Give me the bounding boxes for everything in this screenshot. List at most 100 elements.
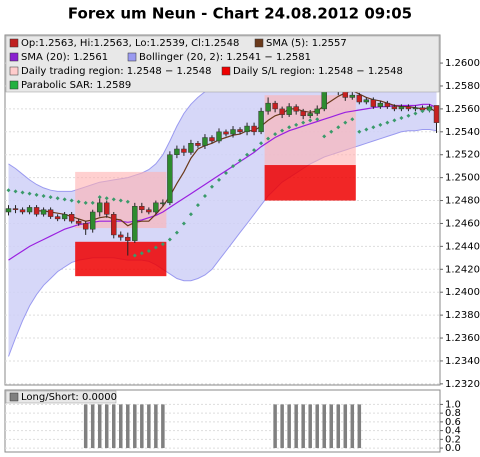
long-short-bar [119, 404, 123, 449]
candle-body [391, 106, 398, 110]
candle-body [97, 202, 103, 213]
candle-body [111, 214, 117, 236]
sar-dot [55, 196, 60, 201]
candle-body [279, 108, 285, 115]
legend-swatch [9, 392, 19, 402]
candle-body [40, 209, 47, 215]
sar-dot [252, 148, 257, 153]
sar-dot [69, 198, 74, 203]
candle-body [398, 106, 405, 110]
sar-dot [280, 128, 285, 133]
lower-panel: 0.00.20.40.60.81.0 Long/Short: 0.0000 [4, 389, 461, 454]
sar-dot [76, 199, 81, 204]
sar-dot [238, 158, 243, 163]
sar-dot [364, 127, 369, 132]
legend-box [5, 390, 117, 404]
legend-swatch [9, 38, 19, 48]
sar-dot [125, 199, 130, 204]
legend-box [5, 35, 440, 93]
candle-body [174, 148, 180, 155]
sar-dot [245, 152, 250, 157]
candle-body [370, 99, 377, 107]
candle-body [314, 108, 320, 114]
sar-dot [224, 171, 229, 176]
sar-dot [83, 200, 88, 205]
candle-body [146, 209, 152, 213]
sar-dot [146, 248, 151, 253]
sar-dot [216, 177, 221, 182]
candle-body [54, 216, 61, 220]
long-short-bar [301, 404, 305, 449]
candle-body [363, 99, 370, 103]
candle-body [251, 125, 257, 133]
sar-dot [62, 197, 67, 202]
legend-label: SMA (20): 1.2561 [21, 52, 108, 63]
candle-body [265, 102, 271, 112]
candle-body [153, 202, 159, 213]
long-short-bar [83, 404, 88, 449]
sar-dot [104, 196, 109, 201]
sar-dot [343, 120, 348, 125]
long-short-bar [336, 404, 341, 449]
sar-dot [188, 212, 193, 217]
y-tick-label: 1.2500 [445, 173, 480, 184]
candle-body [209, 137, 215, 142]
long-short-bar [322, 404, 326, 449]
main-plot: 1.2320 1.2340 1.2360 1.2380 1.2400 1.2420 1.24… [4, 34, 480, 390]
sar-dot [357, 129, 362, 134]
sar-dot [13, 189, 18, 194]
candle-body [433, 105, 440, 123]
sar-dot [378, 122, 383, 127]
sar-dot [350, 117, 355, 122]
candle-body [293, 106, 299, 112]
long-short-bar [133, 404, 137, 449]
sar-dot [174, 230, 179, 235]
candle-body [160, 202, 166, 205]
sar-dot [97, 195, 102, 200]
sar-dot [41, 193, 46, 198]
long-short-bar [126, 404, 130, 449]
y-tick-label: 1.0 [445, 399, 461, 410]
candle-body [202, 137, 208, 146]
candle-body [272, 102, 278, 110]
candle-body [125, 236, 131, 241]
sar-dot [371, 125, 376, 130]
sar-dot [399, 116, 404, 121]
candle-body [61, 214, 68, 220]
y-tick-label: 1.2400 [445, 287, 480, 298]
sar-dot [315, 117, 320, 122]
candle-body [167, 154, 173, 204]
sar-dot [427, 108, 432, 113]
sar-dot [139, 251, 144, 256]
candle-body [349, 94, 356, 98]
sma5-line [36, 89, 437, 227]
legend-swatch [9, 66, 19, 76]
sar-dot [90, 200, 95, 205]
y-tick-label: 1.2380 [445, 310, 480, 321]
candle-body [139, 206, 145, 210]
candle-body [405, 106, 412, 110]
candle-body [195, 143, 201, 146]
long-short-bar [287, 404, 291, 449]
y-tick-label: 1.2420 [445, 264, 480, 275]
candle-body [356, 94, 363, 103]
candle-body [377, 102, 384, 107]
sar-dot [301, 120, 306, 125]
y-tick-label: 1.2520 [445, 150, 480, 161]
sar-dot [118, 198, 123, 203]
long-short-bar [154, 404, 158, 449]
y-tick-label: 0.2 [445, 434, 461, 445]
candle-body [75, 220, 82, 224]
long-short-bar [90, 404, 95, 449]
sar-dot [48, 195, 53, 200]
sar-dot [420, 109, 425, 114]
y-tick-label: 0.0 [445, 443, 461, 454]
candle-body [216, 131, 222, 142]
candle-body [118, 234, 124, 238]
sar-dot [6, 188, 11, 193]
sl-region [264, 165, 356, 201]
candle-body [104, 202, 110, 215]
sar-dot [336, 125, 341, 130]
legend-label: SMA (5): 1.2557 [266, 38, 347, 49]
legend-label: Long/Short: 0.0000 [21, 392, 117, 403]
